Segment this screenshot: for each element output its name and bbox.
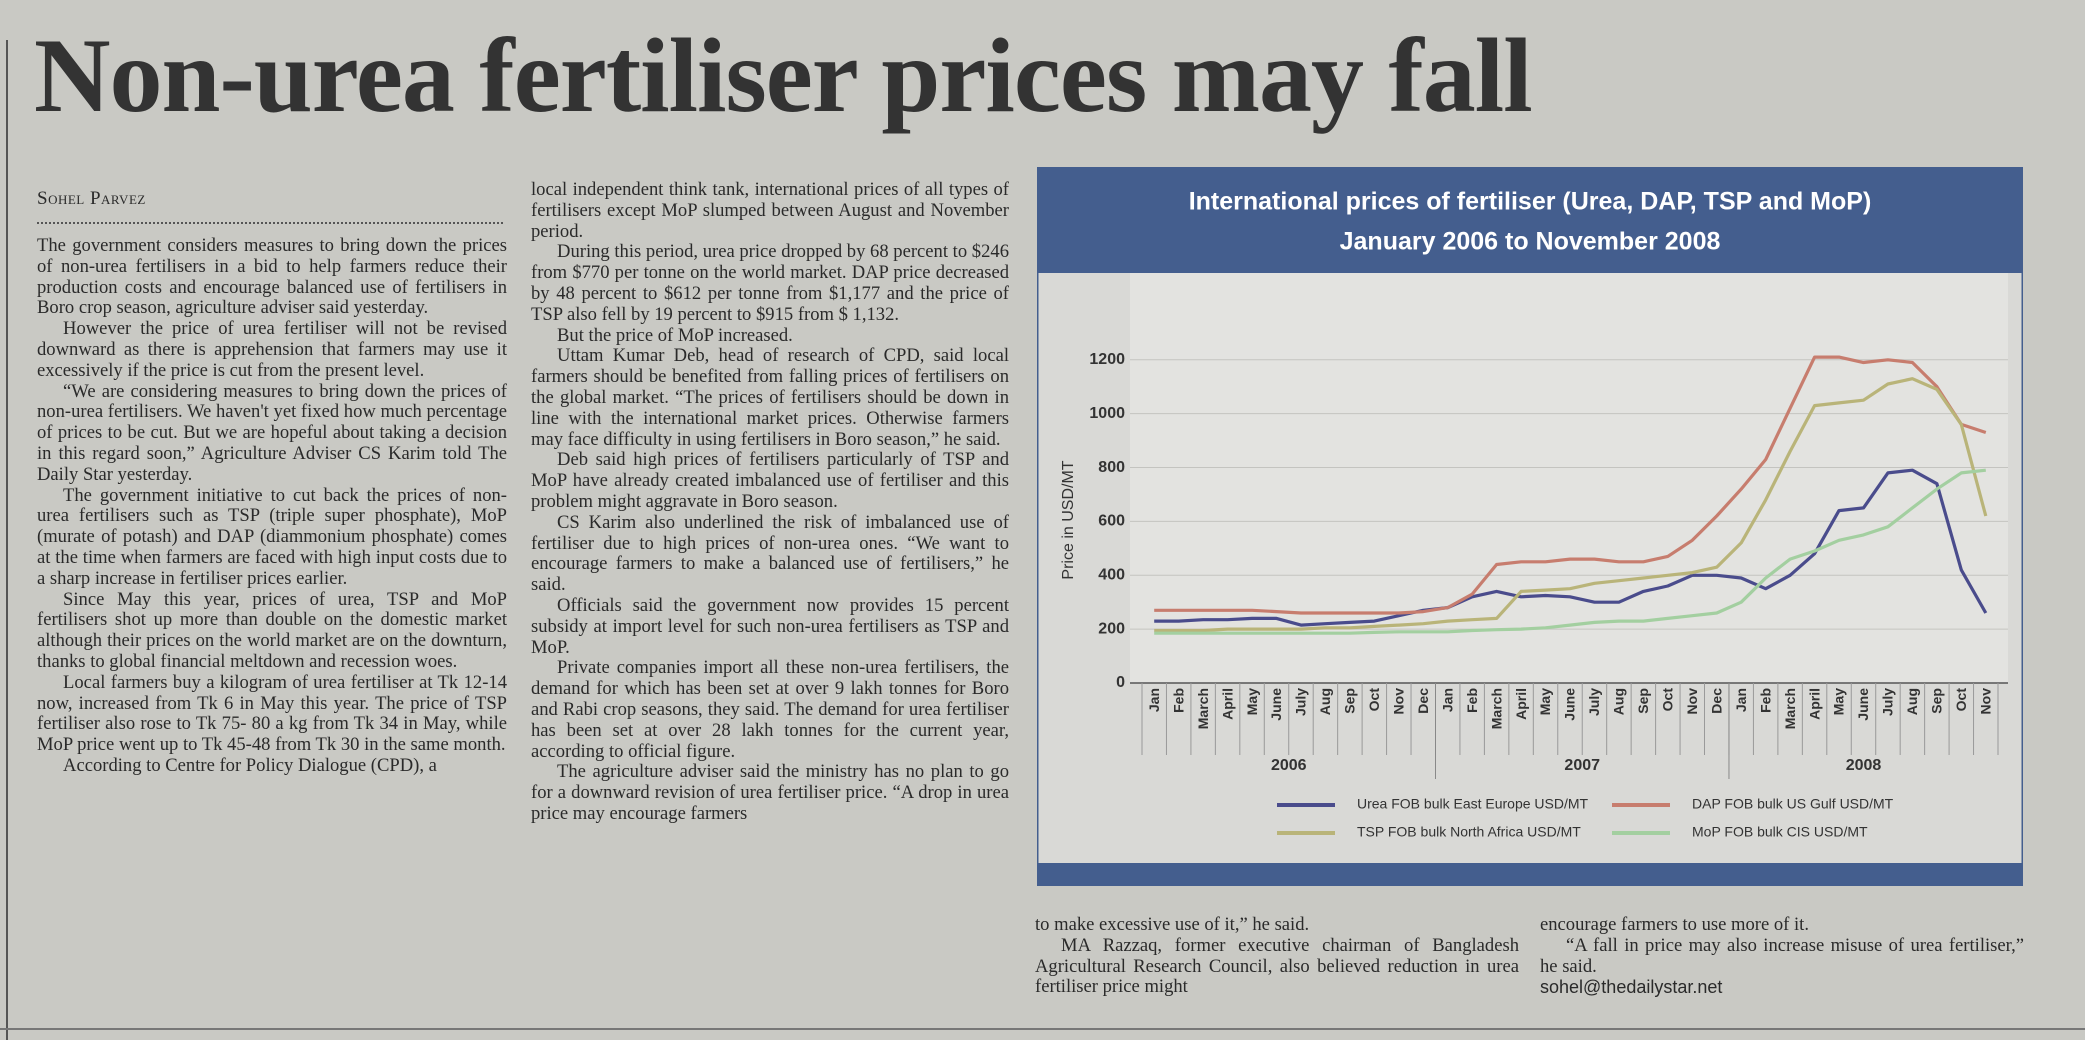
legend-label: Urea FOB bulk East Europe USD/MT <box>1357 796 1589 812</box>
paragraph: The government considers measures to bri… <box>37 236 507 319</box>
paragraph: Uttam Kumar Deb, head of research of CPD… <box>531 345 1009 450</box>
text-column: encourage farmers to use more of it. “A f… <box>1540 915 2024 1021</box>
x-tick-label: Feb <box>1757 688 1773 713</box>
x-tick-label: Sep <box>1635 688 1651 714</box>
year-label: 2007 <box>1564 757 1600 774</box>
x-tick-label: Nov <box>1391 688 1407 715</box>
x-tick-label: Sep <box>1929 688 1945 714</box>
column-rule <box>6 40 8 1040</box>
x-tick-label: July <box>1586 688 1602 716</box>
byline: Sohel Parvez <box>37 188 146 209</box>
x-tick-label: Nov <box>1977 688 1993 715</box>
x-tick-label: May <box>1831 688 1847 715</box>
bottom-rule <box>0 1028 2085 1030</box>
x-tick-label: Oct <box>1953 688 1969 712</box>
paragraph: to make excessive use of it,” he said. <box>1035 915 1310 935</box>
y-tick-label: 1000 <box>1089 405 1125 422</box>
y-tick-label: 200 <box>1098 620 1125 637</box>
x-tick-label: Jan <box>1439 688 1455 712</box>
x-tick-label: May <box>1244 688 1260 715</box>
x-tick-label: April <box>1219 688 1235 720</box>
chart: International prices of fertiliser (Urea… <box>1037 167 2023 886</box>
chart-subtitle: January 2006 to November 2008 <box>1340 228 1721 256</box>
x-tick-label: June <box>1562 688 1578 721</box>
text-column: The government considers measures to bri… <box>37 236 507 1021</box>
paragraph: Officials said the government now provid… <box>531 594 1009 658</box>
series-line <box>1154 468 1986 635</box>
x-tick-label: June <box>1268 688 1284 721</box>
y-tick-label: 800 <box>1098 459 1125 476</box>
paragraph: encourage farmers to use more of it. <box>1540 915 1809 935</box>
y-tick-label: 1200 <box>1089 351 1125 368</box>
x-tick-label: Feb <box>1464 688 1480 713</box>
legend-label: TSP FOB bulk North Africa USD/MT <box>1357 824 1581 840</box>
paragraph: Since May this year, prices of urea, TSP… <box>37 588 507 672</box>
legend-label: MoP FOB bulk CIS USD/MT <box>1692 824 1868 840</box>
paragraph: MA Razzaq, former executive chairman of … <box>1035 934 1519 998</box>
x-tick-label: June <box>1855 688 1871 721</box>
x-tick-label: April <box>1513 688 1529 720</box>
x-tick-label: March <box>1782 688 1798 729</box>
paragraph: During this period, urea price dropped b… <box>531 241 1009 325</box>
x-tick-label: Nov <box>1684 688 1700 715</box>
series-line <box>1154 377 1988 633</box>
series-line <box>1154 355 1987 615</box>
x-tick-label: Dec <box>1415 688 1431 714</box>
x-tick-label: Feb <box>1170 688 1186 713</box>
dotted-rule <box>37 222 503 224</box>
paragraph: local independent think tank, internatio… <box>531 180 1009 242</box>
footer-band <box>1037 863 2023 886</box>
paragraph: CS Karim also underlined the risk of imb… <box>531 511 1009 596</box>
x-tick-label: Aug <box>1904 688 1920 715</box>
text-column: local independent think tank, internatio… <box>531 180 1009 1022</box>
x-tick-label: Oct <box>1660 688 1676 712</box>
title-band <box>1037 167 2023 273</box>
email: sohel@thedailystar.net <box>1540 977 1723 998</box>
x-tick-label: March <box>1195 688 1211 729</box>
year-label: 2006 <box>1271 757 1307 774</box>
paragraph: Private companies import all these non-u… <box>531 657 1009 762</box>
x-tick-label: July <box>1293 688 1309 716</box>
x-tick-label: Jan <box>1146 688 1162 712</box>
x-tick-label: March <box>1488 688 1504 729</box>
x-tick-label: Aug <box>1611 688 1627 715</box>
paragraph: Local farmers buy a kilogram of urea fer… <box>37 671 507 756</box>
x-tick-label: Sep <box>1342 688 1358 714</box>
paragraph: Deb said high prices of fertilisers part… <box>531 449 1009 512</box>
headline: Non-urea fertiliser prices may fall <box>34 17 1533 134</box>
x-tick-label: Oct <box>1366 688 1382 712</box>
paragraph: The agriculture adviser said the ministr… <box>531 761 1009 824</box>
y-tick-label: 400 <box>1098 566 1125 583</box>
paragraph: “A fall in price may also increase misus… <box>1540 934 2024 977</box>
paragraph: However the price of urea fertiliser wil… <box>37 318 507 381</box>
x-tick-label: Aug <box>1317 688 1333 715</box>
x-tick-label: April <box>1806 688 1822 720</box>
plot-area <box>1130 273 2008 683</box>
paragraph: But the price of MoP increased. <box>557 324 793 346</box>
y-axis-label: Price in USD/MT <box>1060 460 1077 579</box>
x-tick-label: May <box>1537 688 1553 715</box>
paragraph: The government initiative to cut back th… <box>37 484 507 589</box>
x-tick-label: Dec <box>1708 688 1724 714</box>
x-tick-label: Jan <box>1733 688 1749 712</box>
y-tick-label: 0 <box>1116 674 1125 691</box>
legend-label: DAP FOB bulk US Gulf USD/MT <box>1692 796 1894 812</box>
paragraph: “We are considering measures to bring do… <box>37 380 507 485</box>
x-tick-label: July <box>1880 688 1896 716</box>
series-line <box>1154 468 1988 627</box>
y-tick-label: 600 <box>1098 513 1125 530</box>
year-label: 2008 <box>1846 757 1882 774</box>
text-column: to make excessive use of it,” he said. MA… <box>1035 915 1519 1021</box>
paragraph: According to Centre for Policy Dialogue … <box>63 754 437 776</box>
chart-title: International prices of fertiliser (Urea… <box>1189 188 1872 216</box>
